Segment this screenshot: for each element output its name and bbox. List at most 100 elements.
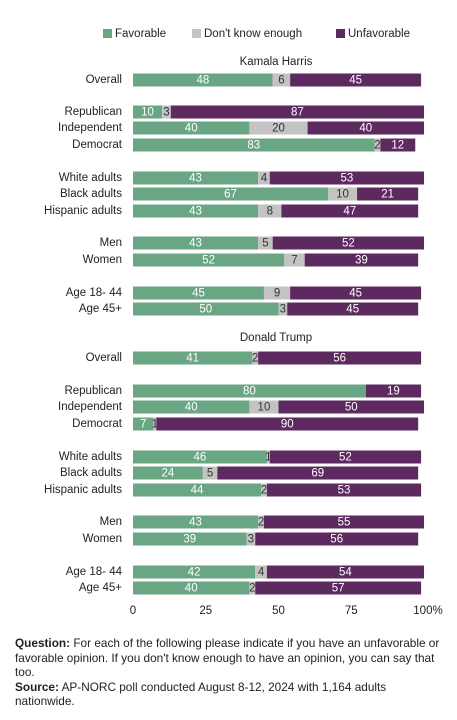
bar-segment xyxy=(170,105,424,119)
value-label: 1 xyxy=(265,452,271,464)
question: Question: For each of the following plea… xyxy=(15,636,443,680)
value-label: 40 xyxy=(185,123,198,135)
bar-segment xyxy=(246,532,256,546)
legend-label: Unfavorable xyxy=(348,28,410,40)
value-label: 9 xyxy=(274,288,280,300)
value-label: 10 xyxy=(258,402,271,414)
value-label: 47 xyxy=(343,206,356,218)
bar-segment xyxy=(255,532,419,546)
bar-segment xyxy=(290,286,422,300)
value-label: 52 xyxy=(339,452,352,464)
question-text: For each of the following please indicat… xyxy=(15,636,440,679)
bar-segment xyxy=(133,532,247,546)
bar-segment xyxy=(266,450,270,464)
source-text: AP-NORC poll conducted August 8-12, 2024… xyxy=(15,679,387,709)
value-label: 1 xyxy=(152,419,158,431)
category-label: Black adults xyxy=(60,467,122,479)
category-label: Hispanic adults xyxy=(44,484,122,496)
x-tick-label: 25 xyxy=(199,605,212,617)
value-label: 2 xyxy=(261,485,267,497)
category-label: Men xyxy=(100,516,122,528)
bar-segment xyxy=(133,236,259,250)
legend-label: Don't know enough xyxy=(204,28,302,40)
value-label: 56 xyxy=(330,534,343,546)
bar-segment xyxy=(304,253,419,267)
category-label: Hispanic adults xyxy=(44,205,122,217)
value-label: 2 xyxy=(374,140,380,152)
value-label: 52 xyxy=(202,255,215,267)
bar-segment xyxy=(380,138,416,152)
value-label: 40 xyxy=(359,123,372,135)
value-label: 5 xyxy=(262,238,268,250)
value-label: 24 xyxy=(162,468,175,480)
panel-title: Donald Trump xyxy=(240,332,312,344)
legend-swatch xyxy=(103,29,112,38)
category-label: Independent xyxy=(58,401,123,413)
category-label: Women xyxy=(83,533,122,545)
category-label: Overall xyxy=(86,352,122,364)
bar-segment xyxy=(133,204,259,218)
category-label: Age 45+ xyxy=(79,303,122,315)
value-label: 2 xyxy=(258,517,264,529)
bar-segment xyxy=(133,187,328,201)
value-label: 20 xyxy=(272,123,285,135)
value-label: 48 xyxy=(196,75,209,87)
bar-segment xyxy=(133,138,375,152)
category-label: Age 45+ xyxy=(79,582,122,594)
value-label: 43 xyxy=(189,517,202,529)
bar-segment xyxy=(133,351,253,365)
value-label: 3 xyxy=(248,534,254,546)
category-label: Republican xyxy=(64,106,122,118)
bar-segment xyxy=(133,302,279,316)
value-label: 4 xyxy=(258,567,265,579)
category-label: Independent xyxy=(58,122,123,134)
bar-segment xyxy=(261,483,267,497)
legend-swatch xyxy=(192,29,201,38)
value-label: 5 xyxy=(207,468,213,480)
bar-segment xyxy=(266,483,422,497)
bar-segment xyxy=(278,400,424,414)
bar-segment xyxy=(290,73,422,87)
value-label: 87 xyxy=(291,107,304,119)
value-label: 43 xyxy=(189,206,202,218)
bar-segment xyxy=(133,73,273,87)
value-label: 40 xyxy=(185,583,198,595)
category-label: Democrat xyxy=(72,418,123,430)
bar-segment xyxy=(281,204,419,218)
value-label: 52 xyxy=(342,238,355,250)
value-label: 55 xyxy=(338,517,351,529)
value-label: 90 xyxy=(281,419,294,431)
bar-segment xyxy=(133,400,250,414)
value-label: 41 xyxy=(186,353,199,365)
value-label: 50 xyxy=(199,304,212,316)
chart: Favorable Don't know enough Unfavorable Kam… xyxy=(44,28,443,617)
bar-segment xyxy=(133,384,366,398)
bar-segment xyxy=(272,73,291,87)
bar-segment xyxy=(133,581,250,595)
x-tick-label: 100% xyxy=(413,605,442,617)
question-label: Question: xyxy=(15,636,71,650)
value-label: 57 xyxy=(332,583,345,595)
value-label: 10 xyxy=(141,107,154,119)
bar-segment xyxy=(263,515,424,529)
bar-segment xyxy=(284,253,305,267)
bar-segment xyxy=(258,171,270,185)
value-label: 42 xyxy=(188,567,201,579)
x-tick-label: 0 xyxy=(130,605,136,617)
value-label: 4 xyxy=(261,173,268,185)
value-label: 39 xyxy=(183,534,196,546)
bar-segment xyxy=(266,565,424,579)
bar-segment xyxy=(269,450,422,464)
bar-segment xyxy=(278,302,288,316)
bar-segment xyxy=(258,351,422,365)
value-label: 10 xyxy=(336,189,349,201)
value-label: 67 xyxy=(224,189,237,201)
bar-segment xyxy=(153,417,157,431)
value-label: 7 xyxy=(291,255,297,267)
category-label: Men xyxy=(100,237,122,249)
value-label: 45 xyxy=(349,288,362,300)
bar-segment xyxy=(374,138,381,152)
bar-segment xyxy=(269,171,424,185)
bar-segment xyxy=(258,204,282,218)
